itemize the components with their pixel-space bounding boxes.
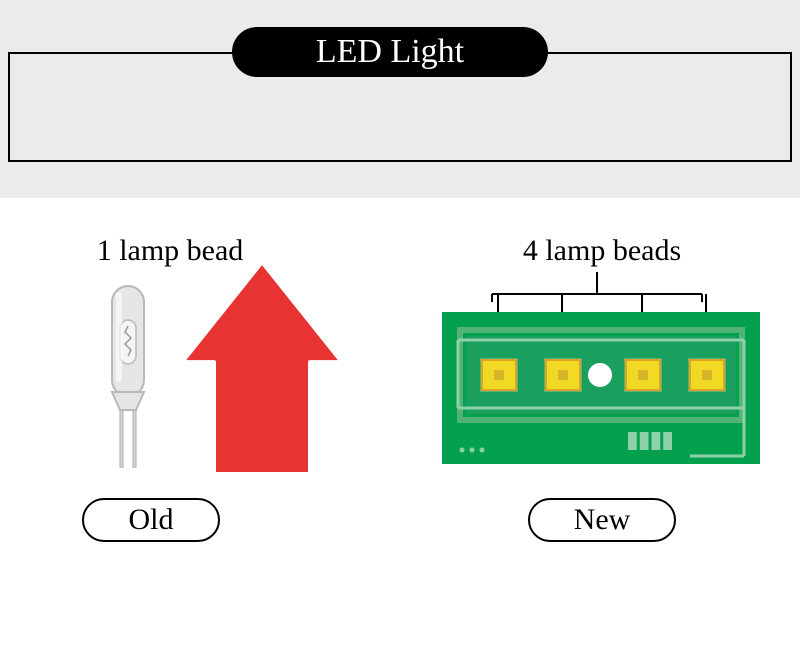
label-new-text: New [574, 503, 631, 537]
pcb-board-icon [442, 312, 760, 464]
label-new: New [528, 498, 676, 542]
